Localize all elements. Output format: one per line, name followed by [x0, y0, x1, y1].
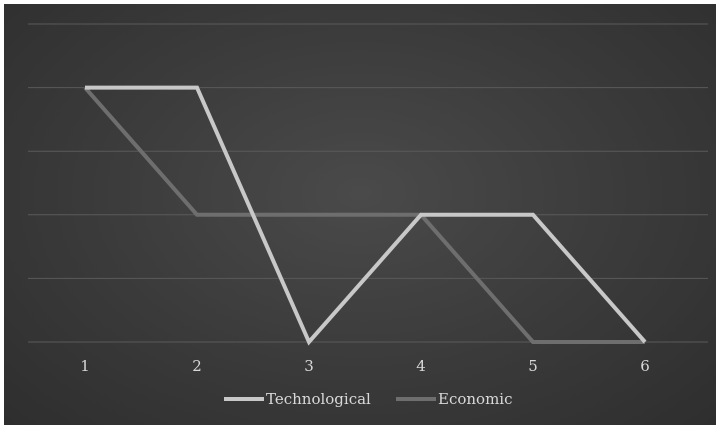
- legend-label-economic: Economic: [438, 390, 513, 408]
- x-tick-label: 5: [528, 357, 538, 375]
- x-tick-label: 1: [80, 357, 90, 375]
- chart-area: 1 2 3 4 5 6 Technological Economic: [4, 4, 716, 425]
- legend-label-technological: Technological: [266, 390, 371, 408]
- x-tick-label: 2: [192, 357, 202, 375]
- x-axis-ticks: 1 2 3 4 5 6: [80, 357, 650, 375]
- x-tick-label: 3: [304, 357, 314, 375]
- series-line-technological: [85, 85, 647, 346]
- series-lines: [83, 85, 647, 346]
- line-chart: 1 2 3 4 5 6 Technological Economic: [28, 23, 708, 408]
- x-tick-label: 6: [640, 357, 650, 375]
- series-line-economic: [83, 86, 645, 344]
- gridlines: [28, 23, 708, 343]
- legend: Technological Economic: [224, 390, 513, 408]
- x-tick-label: 4: [416, 357, 426, 375]
